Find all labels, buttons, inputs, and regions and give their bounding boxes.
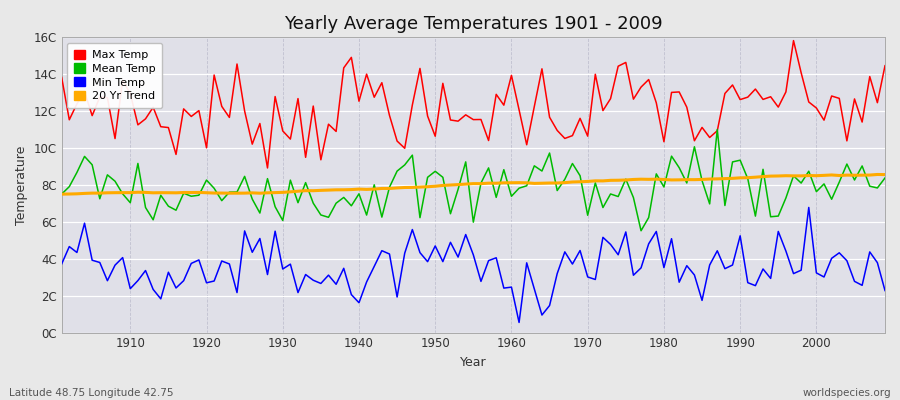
Line: 20 Yr Trend: 20 Yr Trend — [62, 174, 885, 194]
20 Yr Trend — [117, 190, 128, 195]
Min Temp — [506, 285, 517, 290]
Min Temp — [514, 320, 525, 325]
20 Yr Trend — [872, 172, 883, 177]
Mean Temp — [330, 201, 341, 206]
Max Temp — [117, 78, 128, 83]
Min Temp — [330, 282, 341, 287]
Mean Temp — [117, 192, 128, 196]
Mean Temp — [635, 228, 646, 233]
Line: Min Temp: Min Temp — [62, 208, 885, 322]
Min Temp — [804, 205, 814, 210]
Min Temp — [605, 242, 616, 247]
Min Temp — [499, 286, 509, 290]
Max Temp — [292, 96, 303, 101]
Title: Yearly Average Temperatures 1901 - 2009: Yearly Average Temperatures 1901 - 2009 — [284, 15, 662, 33]
X-axis label: Year: Year — [460, 356, 487, 369]
Mean Temp — [57, 192, 68, 196]
Mean Temp — [598, 205, 608, 210]
Max Temp — [506, 73, 517, 78]
Max Temp — [879, 63, 890, 68]
Text: worldspecies.org: worldspecies.org — [803, 388, 891, 398]
Mean Temp — [285, 178, 296, 182]
20 Yr Trend — [330, 188, 341, 192]
Line: Max Temp: Max Temp — [62, 41, 885, 168]
Mean Temp — [712, 127, 723, 132]
20 Yr Trend — [506, 180, 517, 185]
Mean Temp — [499, 167, 509, 172]
Max Temp — [57, 75, 68, 80]
Max Temp — [788, 38, 799, 43]
Y-axis label: Temperature: Temperature — [15, 145, 28, 225]
Min Temp — [879, 288, 890, 293]
Mean Temp — [506, 194, 517, 199]
Min Temp — [57, 262, 68, 266]
Max Temp — [262, 166, 273, 170]
Min Temp — [117, 255, 128, 260]
20 Yr Trend — [499, 180, 509, 185]
20 Yr Trend — [57, 192, 68, 196]
Max Temp — [338, 66, 349, 70]
Mean Temp — [879, 176, 890, 180]
Min Temp — [285, 262, 296, 266]
Text: Latitude 48.75 Longitude 42.75: Latitude 48.75 Longitude 42.75 — [9, 388, 174, 398]
20 Yr Trend — [285, 190, 296, 194]
Max Temp — [605, 96, 616, 101]
Line: Mean Temp: Mean Temp — [62, 130, 885, 231]
Legend: Max Temp, Mean Temp, Min Temp, 20 Yr Trend: Max Temp, Mean Temp, Min Temp, 20 Yr Tre… — [68, 43, 162, 108]
Max Temp — [514, 107, 525, 112]
20 Yr Trend — [598, 178, 608, 183]
20 Yr Trend — [879, 172, 890, 177]
